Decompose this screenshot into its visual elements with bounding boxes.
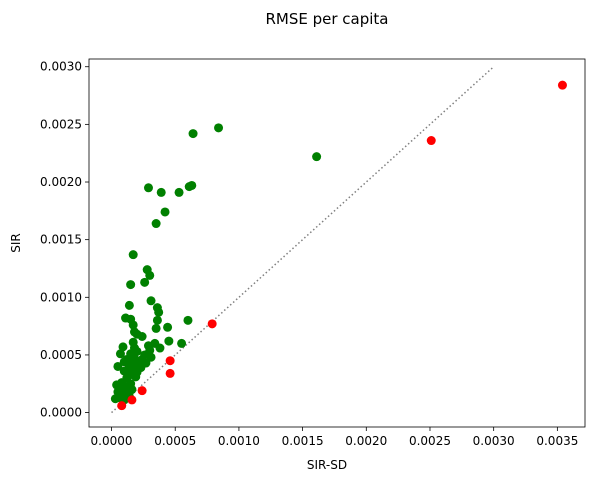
data-point xyxy=(557,80,567,90)
y-axis: 0.0000 0.0005 0.0010 0.0015 0.0020 0.0025 0.00… xyxy=(40,60,89,420)
x-tick-label: 0.0000 xyxy=(91,434,133,448)
plot-area xyxy=(88,58,586,428)
series-0 xyxy=(110,123,322,405)
data-point xyxy=(146,352,156,362)
x-axis-title: SIR-SD xyxy=(307,458,347,472)
x-tick-label: 0.0035 xyxy=(536,434,578,448)
data-point xyxy=(177,338,187,348)
x-tick-label: 0.0030 xyxy=(473,434,515,448)
series-1 xyxy=(117,80,567,411)
data-point xyxy=(117,401,127,411)
data-point xyxy=(184,182,194,192)
data-point xyxy=(151,323,161,333)
data-point xyxy=(165,368,175,378)
data-point xyxy=(156,187,166,197)
x-tick-label: 0.0010 xyxy=(218,434,260,448)
data-point xyxy=(128,320,138,330)
y-tick-label: 0.0000 xyxy=(40,406,82,420)
y-tick-label: 0.0005 xyxy=(40,348,82,362)
data-point xyxy=(152,315,162,325)
data-point xyxy=(113,361,123,371)
data-point xyxy=(137,331,147,341)
data-point xyxy=(163,322,173,332)
data-point xyxy=(126,280,136,290)
y-axis-title: SIR xyxy=(9,233,23,253)
y-tick-label: 0.0030 xyxy=(40,60,82,74)
data-point xyxy=(128,250,138,260)
data-point xyxy=(143,183,153,193)
data-point xyxy=(214,123,224,133)
chart-title: RMSE per capita xyxy=(265,10,388,28)
y-tick-label: 0.0015 xyxy=(40,233,82,247)
y-tick-label: 0.0020 xyxy=(40,175,82,189)
data-point xyxy=(118,342,128,352)
data-point xyxy=(145,270,155,280)
data-points xyxy=(110,80,567,411)
y-tick-label: 0.0010 xyxy=(40,290,82,304)
x-axis: 0.0000 0.0005 0.0010 0.0015 0.0020 0.0025 0.00… xyxy=(91,427,578,448)
y-tick-label: 0.0025 xyxy=(40,117,82,131)
data-point xyxy=(140,277,150,287)
x-tick-label: 0.0005 xyxy=(154,434,196,448)
data-point xyxy=(312,152,322,162)
data-point xyxy=(127,395,137,405)
data-point xyxy=(155,343,165,353)
data-point xyxy=(137,386,147,396)
plot-frame xyxy=(88,58,586,428)
data-point xyxy=(426,136,436,146)
x-tick-label: 0.0020 xyxy=(345,434,387,448)
data-point xyxy=(124,300,134,310)
data-point xyxy=(131,372,141,382)
data-point xyxy=(146,296,156,306)
data-point xyxy=(183,315,193,325)
data-point xyxy=(174,187,184,197)
data-point xyxy=(115,349,125,359)
x-tick-label: 0.0025 xyxy=(409,434,451,448)
data-point xyxy=(164,336,174,346)
data-point xyxy=(154,307,164,317)
data-point xyxy=(160,207,170,217)
data-point xyxy=(165,356,175,366)
data-point xyxy=(207,319,217,329)
x-tick-label: 0.0015 xyxy=(282,434,324,448)
data-point xyxy=(110,394,120,404)
data-point xyxy=(151,219,161,229)
data-point xyxy=(188,129,198,139)
